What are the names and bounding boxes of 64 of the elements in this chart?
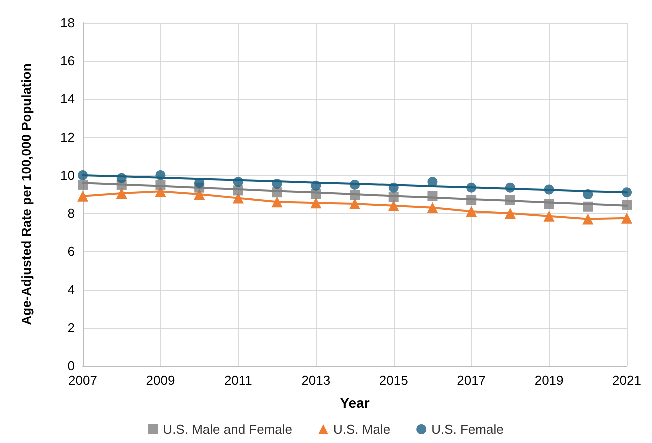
x-tick-label: 2015	[379, 373, 408, 388]
point	[544, 199, 554, 210]
point	[505, 182, 516, 193]
point	[388, 200, 400, 212]
point	[622, 212, 632, 224]
y-tick-label: 6	[68, 244, 75, 260]
x-tick-label: 2011	[224, 373, 252, 388]
point	[78, 190, 88, 202]
point	[232, 192, 244, 204]
point	[582, 214, 594, 225]
x-tick-label: 2019	[534, 373, 564, 388]
point	[116, 188, 128, 200]
y-tick-label: 12	[60, 130, 75, 145]
point	[156, 180, 166, 190]
point	[194, 178, 205, 188]
y-tick-label: 16	[60, 54, 75, 69]
point	[583, 202, 594, 212]
x-tick-label: 2009	[146, 373, 176, 388]
y-tick-label: 14	[60, 92, 75, 107]
x-tick-label: 2021	[612, 373, 642, 388]
point	[78, 170, 88, 180]
point	[505, 195, 516, 206]
point	[233, 186, 244, 196]
point	[544, 210, 555, 222]
point	[466, 182, 477, 193]
x-tick-label: 2007	[68, 373, 98, 388]
point	[622, 200, 632, 210]
y-tick-label: 0	[68, 358, 75, 374]
point	[427, 202, 438, 214]
point	[388, 192, 399, 202]
y-tick-label: 2	[68, 320, 75, 336]
point	[504, 208, 516, 220]
y-tick-label: 10	[60, 168, 75, 183]
y-axis-title: Age-Adjusted Rate per 100,000 Population	[19, 64, 34, 326]
point	[272, 188, 282, 198]
y-tick-label: 4	[68, 282, 75, 298]
point	[428, 191, 438, 202]
point	[310, 198, 322, 209]
point	[116, 173, 127, 184]
y-tick-label: 18	[60, 16, 75, 30]
point	[350, 180, 360, 190]
point	[156, 170, 166, 180]
point	[350, 198, 360, 210]
point	[583, 190, 594, 200]
x-tick-label: 2013	[302, 373, 331, 388]
point	[311, 190, 322, 200]
point	[78, 180, 88, 190]
point	[388, 182, 399, 193]
point	[622, 188, 632, 198]
point	[272, 196, 283, 208]
point	[466, 195, 477, 206]
legend-label: U.S. Male and Female	[163, 422, 293, 437]
legend-label: U.S. Male	[334, 422, 391, 437]
y-tick-label: 8	[68, 206, 75, 222]
legend-label: U.S. Female	[432, 422, 504, 437]
point	[428, 177, 438, 188]
point	[544, 184, 554, 195]
point	[272, 179, 282, 190]
point	[311, 180, 322, 191]
point	[350, 190, 360, 200]
x-tick-label: 2017	[457, 373, 486, 388]
point	[233, 177, 244, 188]
x-axis-title: Year	[340, 395, 370, 411]
point	[466, 206, 478, 218]
